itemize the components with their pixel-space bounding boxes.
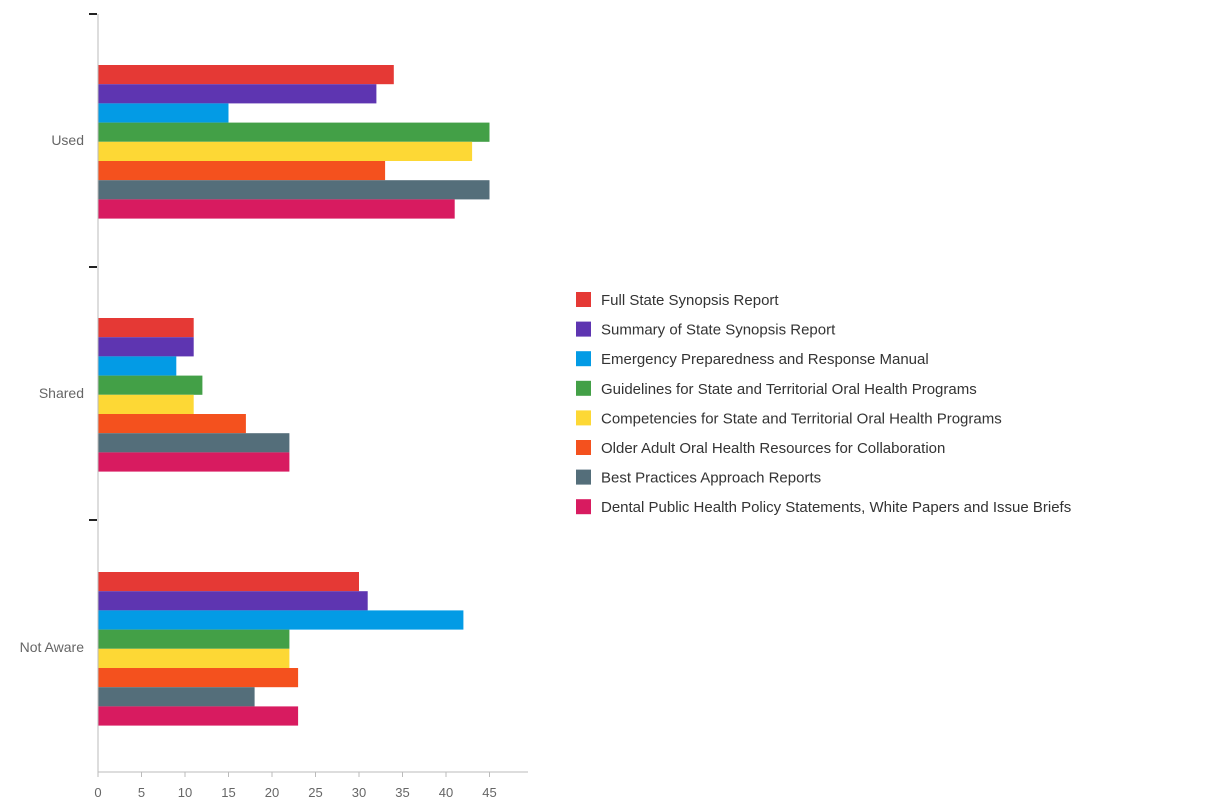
legend-swatch-8 <box>576 499 591 515</box>
legend-label-6: Older Adult Oral Health Resources for Co… <box>601 440 945 457</box>
legend-swatch-3 <box>576 351 591 367</box>
legend-swatch-4 <box>576 380 591 396</box>
bar-not-aware-series-2 <box>98 591 368 611</box>
bar-not-aware-series-8 <box>98 706 299 726</box>
x-tick-label-5: 5 <box>138 785 145 800</box>
bar-used-series-2 <box>98 84 377 104</box>
bar-used-series-1 <box>98 65 394 85</box>
bar-used-series-7 <box>98 180 490 200</box>
bar-shared-series-7 <box>98 433 290 453</box>
bar-shared-series-5 <box>98 394 194 414</box>
x-tick-label-15: 15 <box>221 785 235 800</box>
legend-swatch-2 <box>576 321 591 337</box>
bar-shared-series-6 <box>98 414 246 434</box>
x-tick-label-35: 35 <box>395 785 409 800</box>
bar-not-aware-series-3 <box>98 610 464 630</box>
x-tick-label-40: 40 <box>439 785 453 800</box>
axes-group: Used Shared Not Aware 0 5 10 15 20 25 30 35 40 45 <box>20 13 528 800</box>
category-label-shared: Shared <box>39 385 84 401</box>
legend-swatch-6 <box>576 440 591 455</box>
legend-swatch-5 <box>576 410 591 426</box>
legend-label-7: Best Practices Approach Reports <box>601 470 821 487</box>
bar-shared-series-1 <box>98 318 194 338</box>
legend: Full State Synopsis Report Summary of Sta… <box>576 292 1071 516</box>
legend-label-4: Guidelines for State and Territorial Ora… <box>601 381 977 398</box>
bar-used-series-8 <box>98 199 455 219</box>
bar-shared-series-4 <box>98 375 203 395</box>
bar-not-aware-series-5 <box>98 648 290 668</box>
x-tick-label-0: 0 <box>94 785 101 800</box>
bar-not-aware-series-7 <box>98 687 255 707</box>
bar-shared-series-2 <box>98 337 194 357</box>
bar-shared-series-8 <box>98 452 290 472</box>
bar-not-aware-series-6 <box>98 668 299 688</box>
x-tick-label-25: 25 <box>308 785 322 800</box>
x-tick-label-20: 20 <box>265 785 279 800</box>
legend-label-5: Competencies for State and Territorial O… <box>601 410 1002 427</box>
bar-not-aware-series-1 <box>98 572 359 592</box>
legend-label-2: Summary of State Synopsis Report <box>601 322 836 339</box>
bar-used-series-6 <box>98 161 386 181</box>
legend-label-8: Dental Public Health Policy Statements, … <box>601 499 1071 516</box>
bar-used-series-3 <box>98 103 229 123</box>
bar-used-series-5 <box>98 141 473 161</box>
legend-swatch-7 <box>576 469 591 485</box>
x-tick-label-10: 10 <box>178 785 192 800</box>
bar-shared-series-3 <box>98 356 177 376</box>
bar-used-series-4 <box>98 122 490 142</box>
x-tick-label-30: 30 <box>352 785 366 800</box>
legend-label-1: Full State Synopsis Report <box>601 292 779 309</box>
legend-label-3: Emergency Preparedness and Response Manu… <box>601 351 929 368</box>
bars-group <box>98 65 490 726</box>
legend-swatch-1 <box>576 292 591 307</box>
x-tick-label-45: 45 <box>482 785 496 800</box>
category-label-not-aware: Not Aware <box>20 639 85 655</box>
bar-not-aware-series-4 <box>98 629 290 649</box>
category-label-used: Used <box>51 132 84 148</box>
